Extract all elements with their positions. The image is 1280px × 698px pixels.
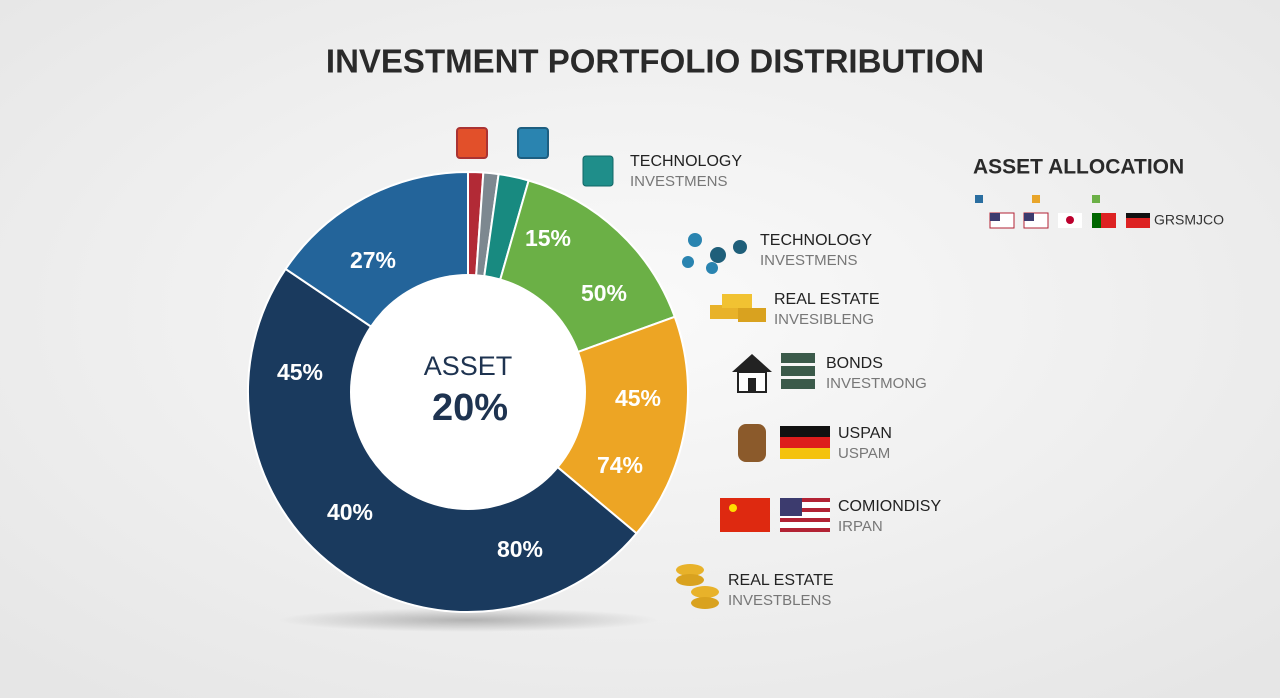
legend-subtitle: IRPAN — [838, 518, 883, 535]
legend-title: REAL ESTATE — [774, 291, 880, 308]
legend-title: BONDS — [826, 355, 883, 372]
legend-title: TECHNOLOGY — [760, 232, 872, 249]
legend-subtitle: INVESTMENS — [760, 252, 858, 269]
legend-title: USPAN — [838, 425, 892, 442]
legend-title: REAL ESTATE — [728, 572, 834, 589]
slice-label: 45% — [615, 385, 661, 411]
center-label: ASSET — [424, 351, 513, 381]
legend-subtitle: INVESIBLENG — [774, 311, 874, 328]
allocation-code: GRSMJCO — [1154, 212, 1224, 228]
legend-title: TECHNOLOGY — [630, 153, 742, 170]
slice-label: 15% — [525, 225, 571, 251]
slice-label: 80% — [497, 536, 543, 562]
shadow — [278, 608, 658, 632]
slice-label: 50% — [581, 280, 627, 306]
legend-subtitle: INVESTBLENS — [728, 592, 831, 609]
title: INVESTMENT PORTFOLIO DISTRIBUTION — [326, 43, 984, 80]
slice-label: 74% — [597, 452, 643, 478]
donut-hole — [350, 274, 586, 510]
legend-subtitle: INVESTMONG — [826, 375, 927, 392]
icons — [456, 127, 1150, 609]
legend-subtitle: USPAM — [838, 445, 890, 462]
legend-subtitle: INVESTMENS — [630, 173, 728, 190]
center-value: 20% — [432, 387, 508, 429]
slice-label: 45% — [277, 359, 323, 385]
slice-label: 27% — [350, 247, 396, 273]
legend-title: COMIONDISY — [838, 498, 941, 515]
donut — [247, 170, 689, 613]
allocation-title: ASSET ALLOCATION — [973, 156, 1184, 179]
slice-label: 40% — [327, 499, 373, 525]
